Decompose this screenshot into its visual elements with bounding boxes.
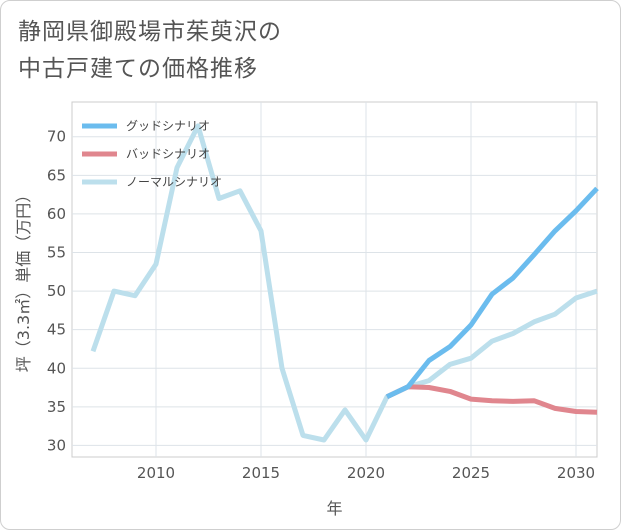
y-tick-label: 60 bbox=[47, 205, 66, 223]
series-lines bbox=[90, 123, 599, 443]
y-axis-label: 坪（3.3㎡）単価（万円） bbox=[14, 187, 33, 372]
x-axis-label: 年 bbox=[326, 499, 342, 518]
y-tick-label: 65 bbox=[47, 166, 66, 184]
y-tick-label: 70 bbox=[47, 128, 66, 146]
tick-labels: 30 35 40 45 50 55 60 65 70 2010 2015 2020 2025 2030 bbox=[47, 128, 595, 482]
x-tick-label: 2025 bbox=[452, 464, 490, 482]
title-line-2: 中古戸建ての価格推移 bbox=[18, 56, 258, 82]
x-tick-label: 2010 bbox=[137, 464, 175, 482]
y-tick-label: 50 bbox=[47, 282, 66, 300]
series-line-1 bbox=[385, 384, 598, 415]
chart-title: 静岡県御殿場市茱萸沢の 中古戸建ての価格推移 bbox=[18, 14, 282, 88]
y-tick-label: 55 bbox=[47, 243, 66, 261]
x-tick-label: 2015 bbox=[242, 464, 280, 482]
y-tick-label: 45 bbox=[47, 321, 66, 339]
title-line-1: 静岡県御殿場市茱萸沢の bbox=[18, 19, 282, 45]
x-tick-label: 2030 bbox=[557, 464, 595, 482]
legend-entry: ノーマルシナリオ bbox=[126, 175, 222, 189]
series-line-2 bbox=[90, 123, 598, 443]
y-tick-label: 40 bbox=[47, 359, 66, 377]
legend-entry: グッドシナリオ bbox=[126, 119, 210, 133]
y-tick-label: 35 bbox=[47, 398, 66, 416]
legend-entry: バッドシナリオ bbox=[126, 147, 210, 161]
series-line-0 bbox=[385, 186, 599, 400]
y-tick-label: 30 bbox=[47, 436, 66, 454]
x-tick-label: 2020 bbox=[347, 464, 385, 482]
